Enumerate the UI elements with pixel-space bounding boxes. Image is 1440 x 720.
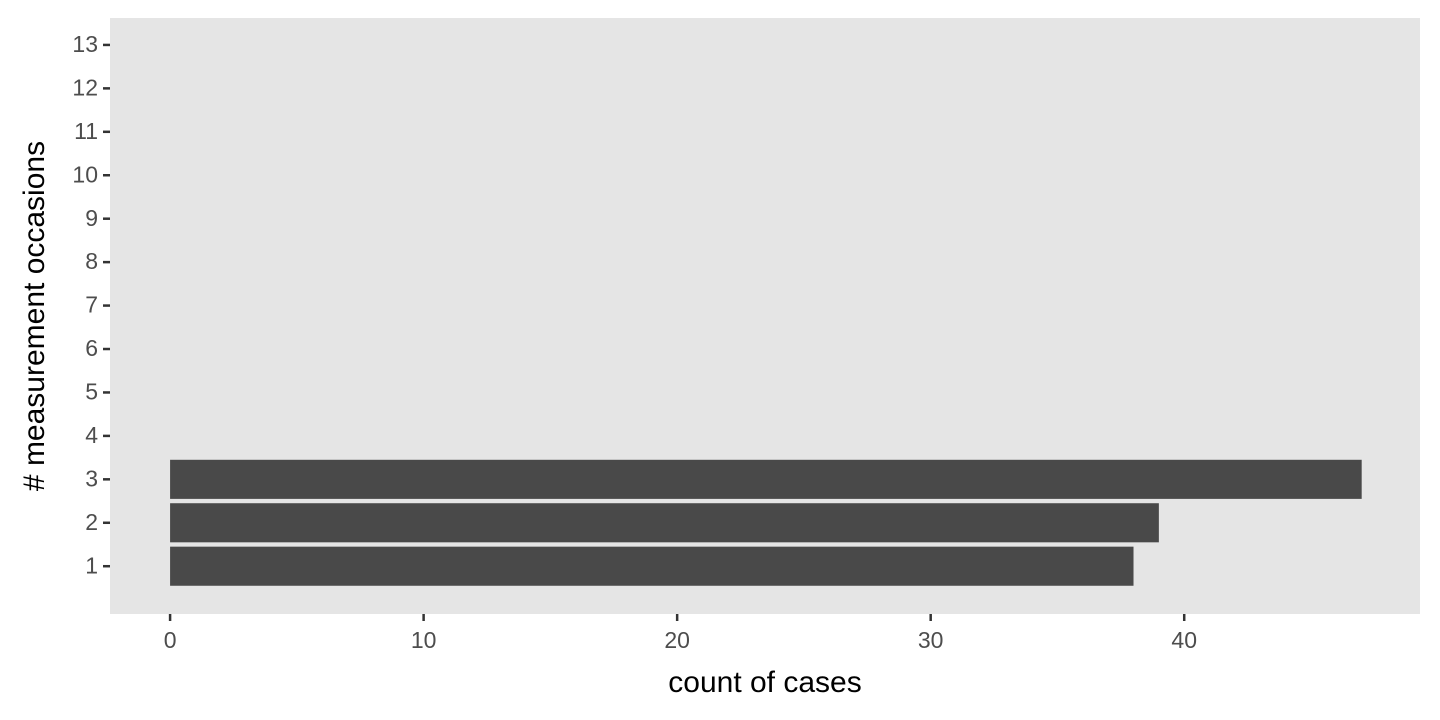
y-tick-label: 8 [85, 248, 98, 274]
x-tick-label: 0 [164, 627, 177, 653]
y-tick-label: 10 [72, 161, 98, 187]
x-tick-label: 20 [664, 627, 690, 653]
y-tick-label: 9 [85, 205, 98, 231]
y-tick-label: 1 [85, 552, 98, 578]
y-tick-label: 13 [72, 31, 98, 57]
y-tick-label: 4 [85, 422, 98, 448]
y-tick-label: 11 [74, 118, 98, 144]
y-tick-label: 7 [85, 292, 98, 318]
bar [170, 503, 1159, 543]
y-tick-label: 2 [85, 509, 98, 535]
y-tick-label: 6 [85, 335, 98, 361]
bar [170, 459, 1362, 499]
x-tick-label: 40 [1171, 627, 1197, 653]
y-axis-title: # measurement occasions [18, 141, 51, 491]
x-tick-label: 30 [918, 627, 944, 653]
y-tick-label: 3 [85, 465, 98, 491]
x-tick-label: 10 [411, 627, 437, 653]
bar [170, 546, 1134, 586]
y-tick-label: 5 [85, 379, 98, 405]
x-axis-title: count of cases [668, 666, 861, 699]
y-tick-label: 12 [72, 74, 98, 100]
